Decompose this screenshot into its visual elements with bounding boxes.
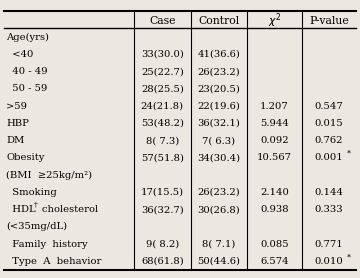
Text: (BMI  ≥25kg/m²): (BMI ≥25kg/m²) <box>6 170 93 180</box>
Text: 26(23.2): 26(23.2) <box>197 67 240 76</box>
Text: 8( 7.1): 8( 7.1) <box>202 240 235 249</box>
Text: 0.015: 0.015 <box>315 119 343 128</box>
Text: Type  A  behavior: Type A behavior <box>6 257 102 266</box>
Text: 0.001: 0.001 <box>315 153 343 162</box>
Text: 6.574: 6.574 <box>260 257 289 266</box>
Text: 8( 7.3): 8( 7.3) <box>146 136 179 145</box>
Text: *: * <box>347 253 351 261</box>
Text: 53(48.2): 53(48.2) <box>141 119 184 128</box>
Text: 0.771: 0.771 <box>315 240 343 249</box>
Text: 2.140: 2.140 <box>260 188 289 197</box>
Text: 9( 8.2): 9( 8.2) <box>146 240 179 249</box>
Text: 40 - 49: 40 - 49 <box>6 67 48 76</box>
Text: 0.938: 0.938 <box>260 205 289 214</box>
Text: Control: Control <box>198 16 239 26</box>
Text: Case: Case <box>149 16 176 26</box>
Text: 36(32.1): 36(32.1) <box>197 119 240 128</box>
Text: 22(19.6): 22(19.6) <box>197 101 240 111</box>
Text: 26(23.2): 26(23.2) <box>197 188 240 197</box>
Text: Family  history: Family history <box>6 240 88 249</box>
Text: <40: <40 <box>6 50 34 59</box>
Text: 0.085: 0.085 <box>260 240 289 249</box>
Text: 30(26.8): 30(26.8) <box>197 205 240 214</box>
Text: Age(yrs): Age(yrs) <box>6 33 49 42</box>
Text: 57(51.8): 57(51.8) <box>141 153 184 162</box>
Text: Smoking: Smoking <box>6 188 57 197</box>
Text: $\chi^{2}$: $\chi^{2}$ <box>268 11 281 30</box>
Text: 33(30.0): 33(30.0) <box>141 50 184 59</box>
Text: 34(30.4): 34(30.4) <box>197 153 240 162</box>
Text: Obesity: Obesity <box>6 153 45 162</box>
Text: 0.092: 0.092 <box>260 136 289 145</box>
Text: HBP: HBP <box>6 119 30 128</box>
Text: 0.762: 0.762 <box>315 136 343 145</box>
Text: 10.567: 10.567 <box>257 153 292 162</box>
Text: DM: DM <box>6 136 25 145</box>
Text: 23(20.5): 23(20.5) <box>197 84 240 93</box>
Text: 50(44.6): 50(44.6) <box>197 257 240 266</box>
Text: 17(15.5): 17(15.5) <box>141 188 184 197</box>
Text: 25(22.7): 25(22.7) <box>141 67 184 76</box>
Text: P-value: P-value <box>309 16 349 26</box>
Text: 68(61.8): 68(61.8) <box>141 257 184 266</box>
Text: 7( 6.3): 7( 6.3) <box>202 136 235 145</box>
Text: 5.944: 5.944 <box>260 119 289 128</box>
Text: 1.207: 1.207 <box>260 101 289 111</box>
Text: *: * <box>347 150 351 158</box>
Text: HDL  cholesterol: HDL cholesterol <box>6 205 99 214</box>
Text: 0.547: 0.547 <box>315 101 343 111</box>
Text: 0.333: 0.333 <box>315 205 343 214</box>
Text: >59: >59 <box>6 101 27 111</box>
Text: (<35mg/dL): (<35mg/dL) <box>6 222 68 232</box>
Text: 24(21.8): 24(21.8) <box>141 101 184 111</box>
Text: †: † <box>34 201 37 209</box>
Text: 36(32.7): 36(32.7) <box>141 205 184 214</box>
Text: 41(36.6): 41(36.6) <box>197 50 240 59</box>
Text: 50 - 59: 50 - 59 <box>6 84 48 93</box>
Text: 0.144: 0.144 <box>315 188 343 197</box>
Text: 0.010: 0.010 <box>315 257 343 266</box>
Text: 28(25.5): 28(25.5) <box>141 84 184 93</box>
